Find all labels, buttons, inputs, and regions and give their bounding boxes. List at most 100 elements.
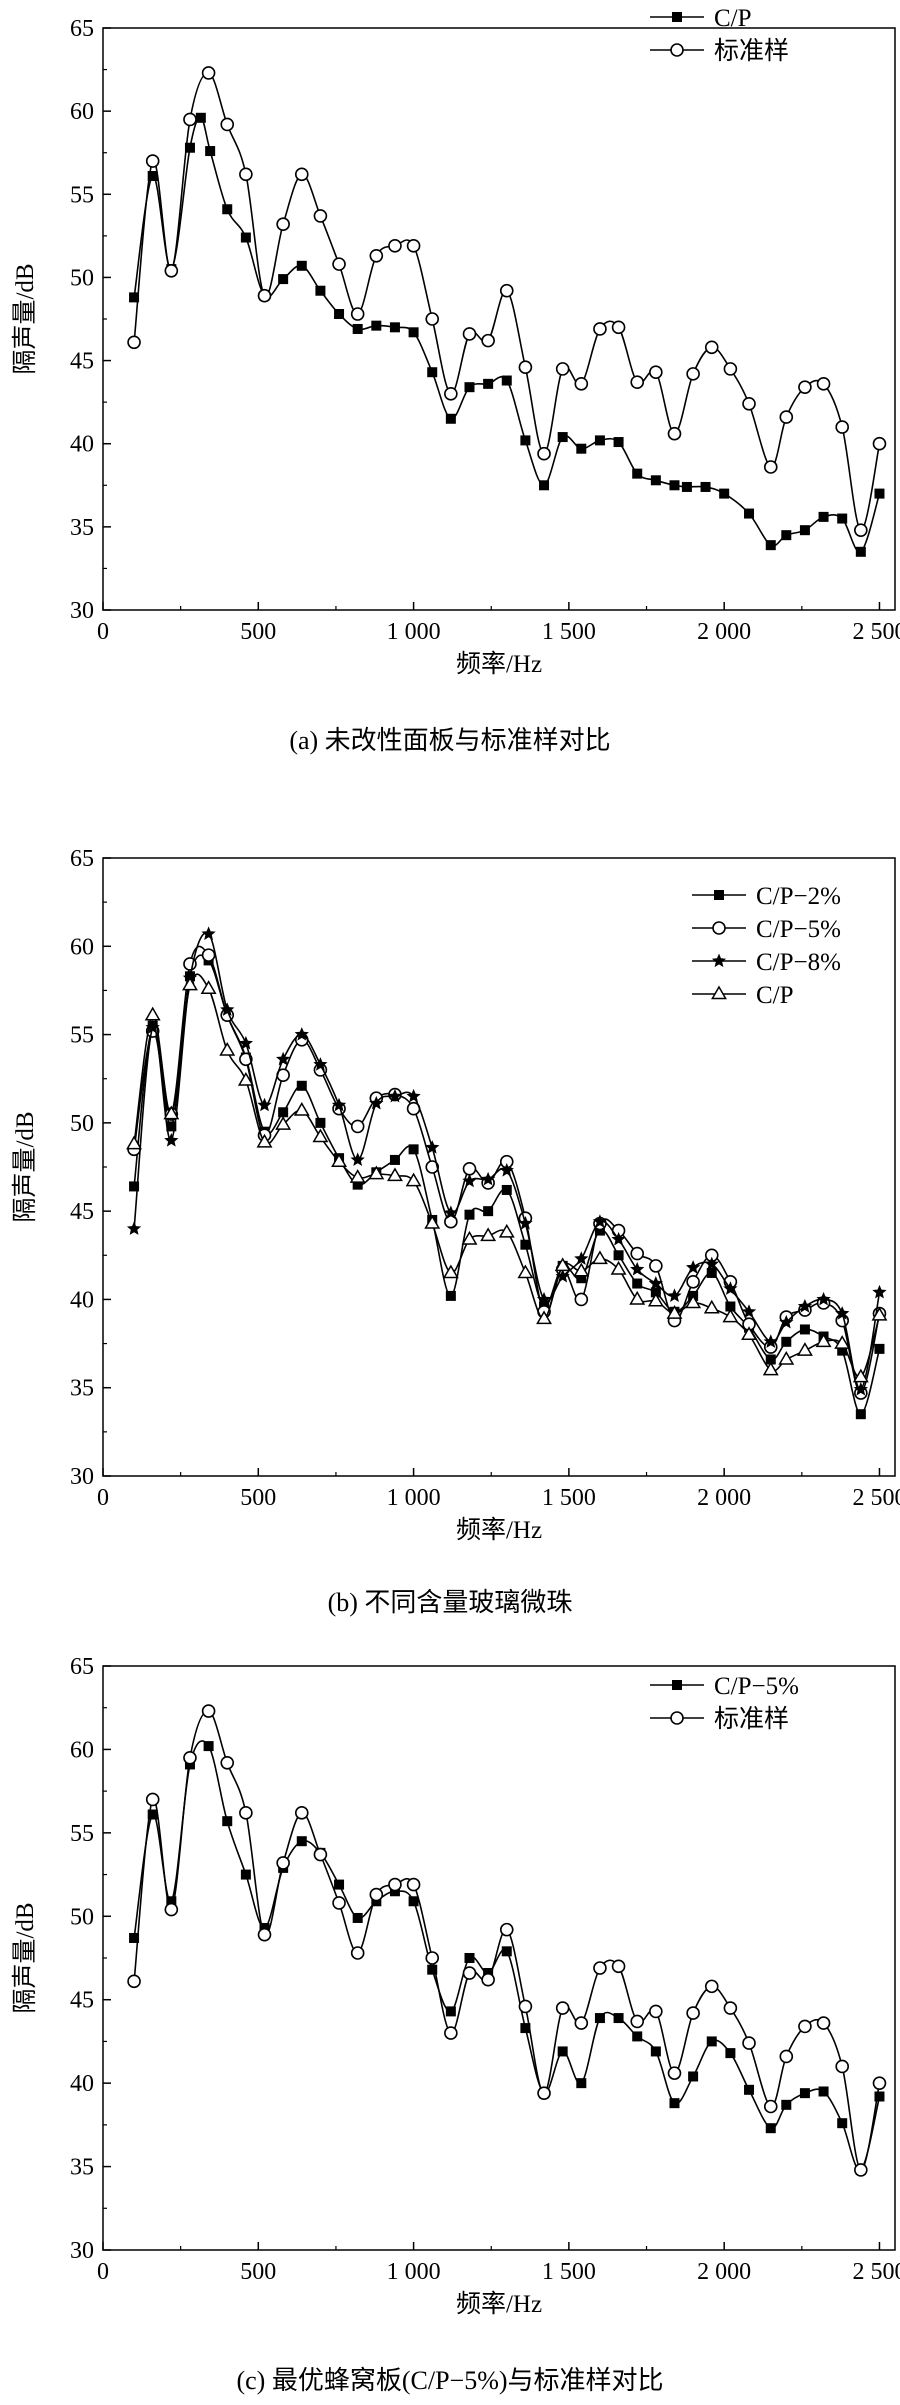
chart-c-caption: (c) 最优蜂窝板(C/P−5%)与标准样对比 xyxy=(236,2366,664,2395)
chart-b-data-point xyxy=(765,1354,776,1365)
chart-b-x-tick-label: 2 500 xyxy=(852,1485,900,1511)
chart-b-x-tick-label: 0 xyxy=(97,1485,109,1511)
chart-a-data-point xyxy=(462,327,477,341)
chart-a-data-point xyxy=(781,530,792,541)
chart-a-data-point xyxy=(444,387,458,401)
chart-b-data-point xyxy=(573,1262,590,1277)
chart-b-data-point xyxy=(874,1343,885,1354)
chart-b-data-point xyxy=(536,1310,552,1325)
chart-b-data-point xyxy=(166,1121,177,1132)
chart-b-data-point xyxy=(741,1304,757,1318)
chart-c-data-point xyxy=(854,2163,868,2177)
chart-a-data-point xyxy=(276,217,290,232)
chart-c-data-point xyxy=(630,2014,645,2029)
chart-c-y-tick-label: 65 xyxy=(70,1654,94,1680)
chart-c-y-tick-label: 60 xyxy=(70,1737,94,1763)
chart-a-data-point xyxy=(147,170,158,181)
chart-b-data-point xyxy=(238,1035,253,1050)
chart-c-data-point xyxy=(704,1979,719,1994)
chart-a-data-point xyxy=(129,292,140,303)
chart-a-plot-frame xyxy=(102,27,896,611)
chart-b-data-point xyxy=(576,1273,587,1284)
chart-b-data-point xyxy=(462,1173,477,1188)
chart-c-data-point xyxy=(406,1877,421,1892)
chart-b-data-point xyxy=(611,1231,626,1246)
chart-a-y-tick-label: 65 xyxy=(70,16,94,42)
chart-a-data-point xyxy=(669,480,680,491)
chart-a-data-point xyxy=(765,540,776,551)
chart-b-x-tick-label: 2 000 xyxy=(697,1485,751,1511)
chart-a-data-point xyxy=(719,488,730,499)
chart-c-y-tick-label: 40 xyxy=(70,2071,94,2097)
chart-b-data-point xyxy=(425,1140,440,1154)
chart-b-data-point xyxy=(520,1239,531,1250)
chart-c-data-point xyxy=(799,2088,810,2099)
chart-b-data-point xyxy=(685,1294,702,1309)
chart-c-data-point xyxy=(499,1922,514,1937)
chart-b-data-point xyxy=(201,948,216,962)
chart-b-data-point xyxy=(706,1267,717,1278)
chart-b-data-point xyxy=(630,1261,645,1276)
chart-c-data-point xyxy=(352,1912,363,1923)
chart-a-data-point xyxy=(334,309,345,320)
chart-a-data-point xyxy=(686,367,700,381)
chart-b-data-point xyxy=(613,1250,624,1261)
chart-a-data-point xyxy=(145,154,160,168)
chart-c-data-point xyxy=(296,1836,307,1847)
chart-b-data-point xyxy=(331,1153,347,1168)
chart-a-data-point xyxy=(744,508,755,519)
chart-b-series-line xyxy=(133,973,881,1379)
chart-b-data-point xyxy=(387,1167,403,1182)
chart-a-data-point xyxy=(818,511,829,522)
chart-a-data-point xyxy=(613,437,624,448)
chart-b-data-point xyxy=(350,1119,365,1134)
chart-b-data-point xyxy=(129,1181,140,1192)
chart-c-series-1 xyxy=(127,1704,887,2177)
chart-b-data-point xyxy=(686,1274,700,1289)
chart-b-data-point xyxy=(501,1184,512,1195)
chart-b-data-point xyxy=(126,1221,142,1235)
chart-b-data-point xyxy=(164,1133,179,1147)
chart-a-caption: (a) 未改性面板与标准样对比 xyxy=(289,726,611,755)
chart-b-data-point xyxy=(444,1214,458,1229)
chart-c-data-point xyxy=(593,1961,607,1975)
chart-b-data-point xyxy=(408,1144,419,1155)
chart-a-x-tick-label: 1 500 xyxy=(542,619,596,645)
chart-a-x-tick-label: 2 500 xyxy=(852,619,900,645)
chart-a-data-point xyxy=(127,335,141,350)
chart-a-data-point xyxy=(371,320,382,331)
chart-b-data-point xyxy=(650,1287,661,1298)
chart-b-data-point xyxy=(630,1246,645,1261)
chart-c-data-point xyxy=(537,2086,551,2100)
chart-a-y-tick-label: 55 xyxy=(70,182,94,208)
chart-c-data-point xyxy=(462,1966,477,1980)
chart-c-data-point xyxy=(667,2066,682,2080)
chart-c-data-point xyxy=(835,2059,850,2074)
chart-a-data-point xyxy=(222,204,233,215)
chart-a-data-point xyxy=(296,260,307,271)
chart-a-data-point xyxy=(518,360,533,375)
chart-b-data-point xyxy=(275,1116,292,1130)
chart-c-data-point xyxy=(798,2019,812,2034)
chart-b-data-point xyxy=(200,980,217,994)
chart-b-legend-marker xyxy=(712,921,726,935)
chart-a-data-point xyxy=(499,283,514,298)
chart-a-data-point xyxy=(594,435,605,446)
chart-b-data-point xyxy=(666,1305,683,1319)
chart-panel-b: 0 500 1 000 1 500 2 000 2 500 30 35 40 45 50 55 60 65… xyxy=(0,830,900,1620)
chart-a-y-tick-label: 50 xyxy=(70,265,94,291)
chart-b-data-point xyxy=(405,1172,422,1187)
chart-a-data-point xyxy=(205,146,216,157)
chart-c-data-point xyxy=(611,1959,626,1974)
chart-a-data-point xyxy=(408,327,419,338)
chart-a-data-point xyxy=(576,443,587,454)
chart-panel-a: 0 500 1 000 1 500 2 000 2 500 30 35 40 45 50 55 60 65… xyxy=(0,0,900,780)
chart-a-data-point xyxy=(183,112,197,127)
chart-b-legend-marker xyxy=(714,890,724,900)
chart-c-data-point xyxy=(276,1856,290,1870)
chart-b-data-point xyxy=(257,1097,272,1112)
chart-a-legend-marker xyxy=(670,43,684,57)
chart-c-svg: 0 500 1 000 1 500 2 000 2 500 30 35 40 45 50 55 60 65… xyxy=(11,1654,900,2318)
chart-b-data-point xyxy=(517,1264,534,1279)
chart-c-y-tick-label: 35 xyxy=(70,2155,94,2181)
